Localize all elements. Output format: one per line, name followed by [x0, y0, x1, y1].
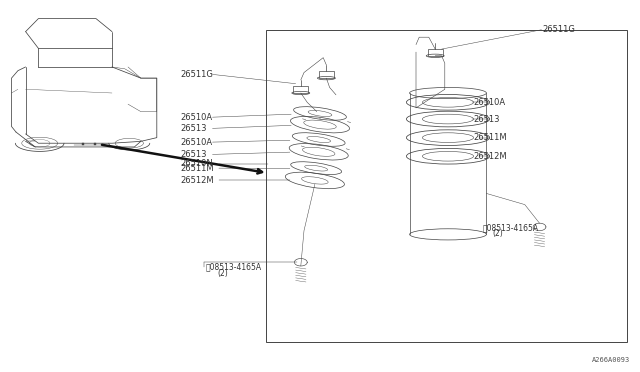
- Text: 26511G: 26511G: [543, 25, 575, 34]
- Text: A266A0093: A266A0093: [592, 357, 630, 363]
- Text: 26511M: 26511M: [180, 164, 214, 173]
- Text: 26510A: 26510A: [180, 138, 212, 147]
- Text: 26512M: 26512M: [474, 152, 508, 161]
- Text: Ⓝ08513-4165A: Ⓝ08513-4165A: [206, 263, 262, 272]
- Text: (2): (2): [218, 269, 228, 278]
- Text: 26510A: 26510A: [180, 113, 212, 122]
- Text: 26511G: 26511G: [180, 70, 213, 79]
- Text: (2): (2): [492, 230, 503, 238]
- Text: Ⓝ08513-4165A: Ⓝ08513-4165A: [483, 223, 539, 232]
- Bar: [319, 71, 334, 78]
- Text: 26513: 26513: [474, 115, 500, 124]
- Bar: [266, 30, 627, 342]
- Text: 26510N: 26510N: [180, 159, 213, 168]
- Text: 26510A: 26510A: [474, 98, 506, 107]
- Text: 26511M: 26511M: [474, 133, 508, 142]
- Bar: [293, 86, 308, 93]
- Text: 26513: 26513: [180, 124, 207, 133]
- Bar: [428, 49, 443, 56]
- Text: 26513: 26513: [180, 150, 207, 159]
- Text: 26512M: 26512M: [180, 176, 214, 185]
